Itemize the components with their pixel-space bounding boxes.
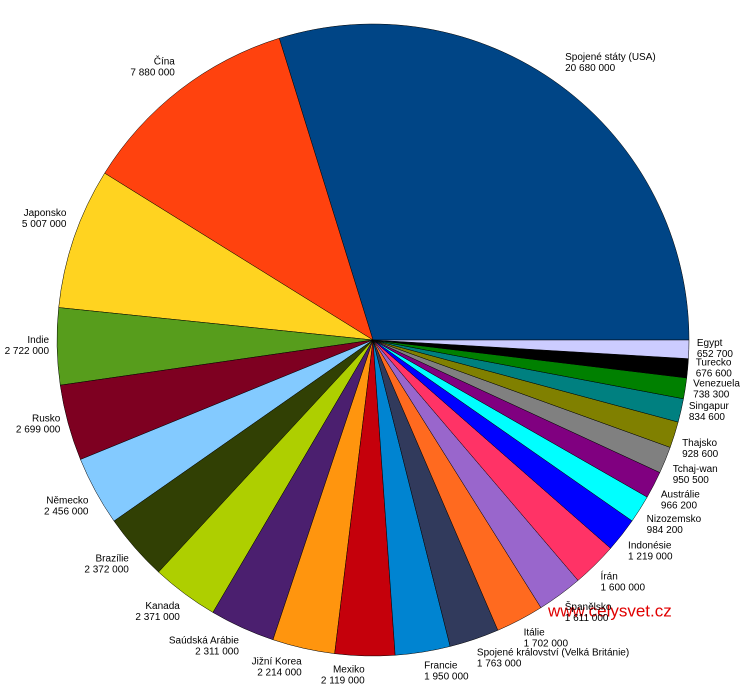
slice-value-label: 1 219 000 <box>628 551 673 562</box>
slice-value-label: 966 200 <box>661 500 698 511</box>
slice-value-label: 7 880 000 <box>130 67 175 78</box>
slice-label: Singapur <box>689 401 730 412</box>
slice-value-label: 1 600 000 <box>601 582 646 593</box>
slice-value-label: 2 722 000 <box>5 346 50 357</box>
slice-label: Indie <box>27 335 49 346</box>
slice-value-label: 984 200 <box>647 525 684 536</box>
pie-slice <box>104 37 374 341</box>
slice-value-label: 2 371 000 <box>135 612 180 623</box>
slice-label: Spojené státy (USA) <box>565 52 656 63</box>
slice-value-label: 2 699 000 <box>16 425 61 436</box>
pie-slice <box>58 172 374 341</box>
slice-label: Venezuela <box>693 378 740 389</box>
slice-label: Jižní Korea <box>252 657 302 668</box>
slice-label: Nizozemsko <box>647 514 702 525</box>
slice-label: Thajsko <box>682 438 717 449</box>
slice-value-label: 1 702 000 <box>524 639 569 650</box>
slice-label: Rusko <box>32 414 61 425</box>
slice-value-label: 1 763 000 <box>477 659 522 670</box>
slice-label: Írán <box>601 569 618 582</box>
slice-value-label: 1 611 000 <box>565 613 609 624</box>
slice-label: Čína <box>154 54 176 67</box>
slice-value-label: 2 456 000 <box>44 507 89 518</box>
slice-label: Francie <box>424 661 458 672</box>
slice-label: Španělsko <box>565 600 612 613</box>
slice-label: Kanada <box>145 601 180 612</box>
slice-value-label: 738 300 <box>693 389 730 400</box>
slice-value-label: 2 372 000 <box>84 565 129 576</box>
slice-value-label: 950 500 <box>673 475 710 486</box>
slice-label: Itálie <box>524 628 546 639</box>
slice-value-label: 676 600 <box>696 369 733 380</box>
slice-label: Egypt <box>697 338 723 349</box>
slice-value-label: 5 007 000 <box>22 219 67 230</box>
slice-value-label: 834 600 <box>689 412 726 423</box>
slice-label: Saúdská Arábie <box>169 636 239 647</box>
slice-label: Turecko <box>696 358 732 369</box>
slice-value-label: 2 311 000 <box>195 647 239 658</box>
pie-slice <box>278 23 690 341</box>
slice-label: Austrálie <box>661 489 700 500</box>
slice-value-label: 2 214 000 <box>257 668 302 679</box>
slice-value-label: 652 700 <box>697 349 734 360</box>
slice-label: Brazílie <box>96 554 130 565</box>
slice-value-label: 928 600 <box>682 449 719 460</box>
slice-value-label: 2 119 000 <box>321 676 365 687</box>
watermark: www.celysvet.cz <box>547 601 672 620</box>
slice-label: Japonsko <box>24 208 67 219</box>
slice-label: Německo <box>46 496 89 507</box>
slice-label: Indonésie <box>628 540 672 551</box>
pie-slice <box>372 339 690 359</box>
slice-label: Spojené království (Velká Británie) <box>477 648 629 659</box>
slice-label: Mexiko <box>333 665 365 676</box>
slice-label: Tchaj-wan <box>673 464 718 475</box>
slice-value-label: 1 950 000 <box>424 672 469 683</box>
slice-value-label: 20 680 000 <box>565 63 615 74</box>
